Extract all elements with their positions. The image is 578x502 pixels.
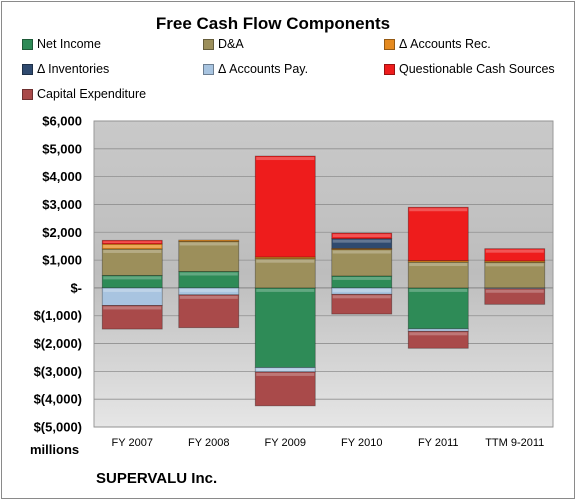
x-tick-label: FY 2011 bbox=[418, 437, 459, 449]
x-tick-label: FY 2007 bbox=[112, 437, 153, 449]
bar-segment bbox=[484, 288, 546, 305]
bar-segment bbox=[254, 155, 316, 258]
bar-highlight bbox=[485, 263, 544, 267]
legend-label: Δ Accounts Rec. bbox=[399, 37, 491, 51]
y-tick-label: $4,000 bbox=[42, 169, 82, 184]
company-name: SUPERVALU Inc. bbox=[96, 470, 218, 487]
bar-segment bbox=[178, 294, 240, 329]
y-tick-label: $(1,000) bbox=[34, 308, 82, 323]
bar-highlight bbox=[485, 249, 544, 253]
legend-label: Δ Accounts Pay. bbox=[218, 62, 309, 76]
bar-highlight bbox=[179, 295, 238, 299]
legend-swatch bbox=[384, 38, 395, 50]
bar-highlight bbox=[103, 244, 162, 248]
y-tick-label: $5,000 bbox=[42, 141, 82, 156]
legend-item: Questionable Cash Sources bbox=[384, 61, 555, 77]
y-tick-label: $(3,000) bbox=[34, 364, 82, 379]
x-tick-label: TTM 9-2011 bbox=[485, 437, 544, 449]
y-tick-label: $(2,000) bbox=[34, 336, 82, 351]
bar-segment bbox=[331, 238, 393, 249]
legend-item: Δ Inventories bbox=[22, 61, 109, 77]
bar-highlight bbox=[179, 288, 238, 292]
legend-swatch bbox=[22, 63, 33, 75]
bar-segment bbox=[331, 232, 393, 240]
bar-highlight bbox=[332, 276, 391, 280]
legend-item: Δ Accounts Pay. bbox=[203, 61, 308, 77]
y-tick-label: $3,000 bbox=[42, 197, 82, 212]
bar-highlight bbox=[485, 289, 544, 293]
legend-label: D&A bbox=[218, 37, 244, 51]
legend-item: Net Income bbox=[22, 36, 101, 52]
bar-segment bbox=[407, 287, 469, 330]
bar-highlight bbox=[256, 368, 315, 371]
legend-label: Questionable Cash Sources bbox=[399, 62, 555, 76]
y-tick-label: $6,000 bbox=[42, 114, 82, 129]
bar-segment bbox=[101, 248, 163, 276]
bar-segment bbox=[407, 330, 469, 349]
bar-highlight bbox=[332, 295, 391, 299]
bar-segment bbox=[178, 239, 240, 242]
legend-label: Capital Expenditure bbox=[37, 87, 147, 101]
legend-swatch bbox=[203, 38, 214, 50]
bar-highlight bbox=[256, 259, 315, 263]
legend-label: Δ Inventories bbox=[37, 62, 110, 76]
y-unit-label: millions bbox=[30, 442, 80, 457]
x-tick-label: FY 2010 bbox=[341, 437, 382, 449]
bar-highlight bbox=[332, 288, 391, 292]
bar-segment bbox=[254, 258, 316, 289]
legend-item: Capital Expenditure bbox=[22, 86, 146, 102]
bar-highlight bbox=[256, 288, 315, 292]
y-tick-label: $(4,000) bbox=[34, 392, 82, 407]
bar-segment bbox=[331, 293, 393, 315]
bar-highlight bbox=[179, 272, 238, 276]
bar-highlight bbox=[409, 288, 468, 292]
bar-segment bbox=[407, 261, 469, 289]
bar-highlight bbox=[409, 329, 468, 331]
bar-highlight bbox=[103, 249, 162, 253]
bar-segment bbox=[178, 241, 240, 272]
bar-highlight bbox=[332, 250, 391, 254]
plot-area bbox=[93, 120, 554, 428]
bar-segment bbox=[254, 371, 316, 407]
bar-segment bbox=[254, 367, 316, 373]
bar-highlight bbox=[332, 239, 391, 243]
legend-swatch bbox=[22, 38, 33, 50]
bar-highlight bbox=[179, 242, 238, 246]
legend-swatch bbox=[203, 63, 214, 75]
legend-swatch bbox=[22, 88, 33, 100]
bar-segment bbox=[101, 239, 163, 245]
bar-highlight bbox=[409, 263, 468, 267]
bar-highlight bbox=[103, 276, 162, 280]
y-tick-label: $1,000 bbox=[42, 253, 82, 268]
bar-segment bbox=[101, 305, 163, 330]
bar-highlight bbox=[103, 241, 162, 243]
legend-swatch bbox=[384, 63, 395, 75]
bar-highlight bbox=[409, 332, 468, 336]
bar-highlight bbox=[256, 157, 315, 161]
bar-segment bbox=[254, 287, 316, 368]
legend-item: D&A bbox=[203, 36, 244, 52]
bar-highlight bbox=[409, 208, 468, 212]
bar-segment bbox=[484, 261, 546, 289]
legend-label: Net Income bbox=[37, 37, 101, 51]
bar-highlight bbox=[256, 372, 315, 376]
chart-title: Free Cash Flow Components bbox=[155, 14, 391, 33]
y-tick-label: $- bbox=[70, 280, 82, 295]
y-tick-label: $2,000 bbox=[42, 225, 82, 240]
bar-highlight bbox=[332, 234, 391, 238]
bar-segment bbox=[484, 248, 546, 262]
bar-highlight bbox=[103, 306, 162, 310]
bar-highlight bbox=[103, 288, 162, 292]
x-tick-label: FY 2008 bbox=[188, 437, 229, 449]
bar-segment bbox=[331, 249, 393, 277]
bar-segment bbox=[407, 206, 469, 262]
x-tick-label: FY 2009 bbox=[265, 437, 306, 449]
legend-item: Δ Accounts Rec. bbox=[384, 36, 491, 52]
y-tick-label: $(5,000) bbox=[34, 420, 82, 435]
